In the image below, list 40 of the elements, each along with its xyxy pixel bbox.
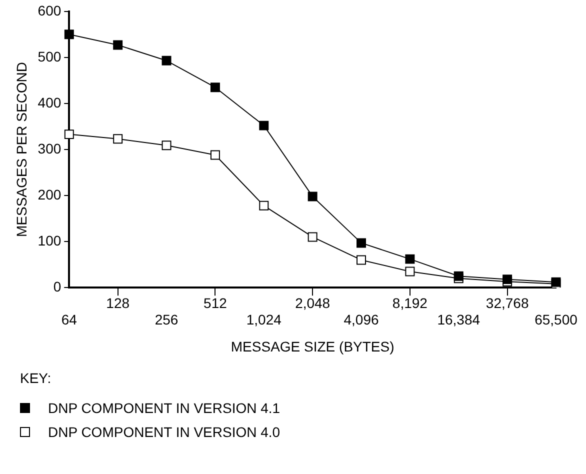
y-tick-label: 0 bbox=[53, 278, 62, 294]
y-axis-title: MESSAGES PER SECOND bbox=[13, 62, 30, 238]
y-tick-label: 600 bbox=[38, 2, 62, 18]
y-tick-label: 500 bbox=[38, 48, 62, 64]
x-axis-title: MESSAGE SIZE (BYTES) bbox=[230, 338, 394, 354]
point bbox=[356, 255, 366, 265]
x-tick-label: 4,096 bbox=[344, 312, 379, 328]
point bbox=[405, 254, 415, 264]
point bbox=[356, 238, 366, 248]
point bbox=[113, 134, 123, 144]
x-tick-label: 128 bbox=[106, 294, 130, 311]
y-tick-label: 200 bbox=[38, 186, 62, 202]
point bbox=[308, 232, 318, 242]
x-tick-label: 1,024 bbox=[246, 312, 282, 328]
point bbox=[210, 150, 220, 160]
point bbox=[405, 266, 415, 276]
y-tick-label: 100 bbox=[38, 232, 62, 248]
y-tick-label: 300 bbox=[38, 140, 62, 156]
legend-label: DNP COMPONENT IN VERSION 4.1 bbox=[48, 400, 280, 416]
x-tick-label: 65,500 bbox=[534, 312, 578, 328]
point bbox=[259, 200, 269, 210]
legend-title: KEY: bbox=[20, 370, 52, 386]
x-tick-label: 32,768 bbox=[486, 294, 529, 311]
point bbox=[64, 130, 74, 140]
x-tick-label: 8,192 bbox=[392, 294, 428, 311]
x-tick-label: 256 bbox=[154, 312, 178, 328]
point bbox=[162, 140, 172, 150]
point bbox=[210, 82, 220, 92]
point bbox=[308, 192, 318, 202]
point bbox=[113, 40, 123, 50]
x-tick-label: 512 bbox=[204, 294, 228, 311]
x-tick-label: 64 bbox=[61, 312, 78, 328]
y-tick-label: 400 bbox=[38, 94, 62, 110]
point bbox=[259, 120, 269, 130]
x-tick-label: 16,384 bbox=[437, 312, 480, 328]
x-tick-label: 2,048 bbox=[295, 294, 330, 311]
legend-label: DNP COMPONENT IN VERSION 4.0 bbox=[48, 424, 280, 440]
point bbox=[64, 30, 74, 40]
point bbox=[454, 271, 464, 281]
point bbox=[162, 56, 172, 66]
